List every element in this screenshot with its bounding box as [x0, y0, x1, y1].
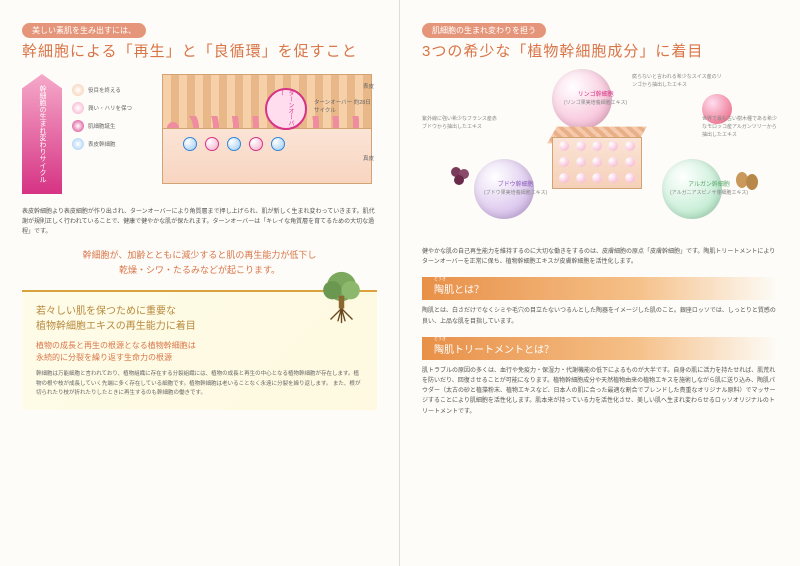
left-para1: 表皮幹細胞より表皮細胞が作り出され、ターンオーバーにより角質層まで押し上げられ、… [22, 207, 377, 238]
right-para1: 健やかな肌の自己再生能力を維持するのに大切な働きをするのは、皮膚細胞の原点「皮膚… [422, 247, 778, 267]
right-headline: 3つの希少な「植物幹細胞成分」に着目 [422, 41, 778, 62]
left-headline: 幹細胞による「再生」と「良循環」を促すこと [22, 41, 377, 62]
cycle-arrow: 幹細胞の生まれ変わりサイクル [22, 74, 62, 194]
grape-fruit-icon [446, 162, 476, 192]
box-body: 幹細胞は万能細胞と言われており、植物組織に存在する分裂組織には、植物の成長と再生… [36, 370, 363, 398]
tree-icon [314, 270, 369, 325]
argan-fruit-icon [732, 166, 762, 196]
section2-header: とうき 陶肌トリートメントとは？ [422, 337, 778, 360]
skin-cube [552, 129, 642, 197]
section1-header: とうき 陶肌とは？ [422, 277, 778, 300]
left-page: 美しい素肌を生み出すには、 幹細胞による「再生」と「良循環」を促すこと 幹細胞の… [0, 0, 400, 566]
diagram-legend: 役目を終える 潤い・ハリを保つ 肌細胞誕生 表皮幹細胞 [72, 84, 132, 150]
left-pill: 美しい素肌を生み出すには、 [22, 23, 146, 38]
right-page: 肌細胞の生まれ変わりを担う 3つの希少な「植物幹細胞成分」に着目 リンゴ幹細胞(… [400, 0, 800, 566]
section1-body: 陶肌とは、白さだけでなくシミや毛穴の目立たないつるんとした陶器をイメージした肌の… [422, 306, 778, 326]
box-subtitle: 植物の成長と再生の根源となる植物幹細胞は 永続的に分裂を繰り返す生命力の根源 [36, 340, 363, 364]
section2-body: 肌トラブルの原因の多くは、血行や免疫力・保湿力・代謝機能の低下によるものが大半で… [422, 366, 778, 417]
sphere-diagram: リンゴ幹細胞(リンゴ果実培養細胞エキス) 腐らないと言われる希少なスイス産のリン… [422, 74, 778, 239]
right-pill: 肌細胞の生まれ変わりを担う [422, 23, 546, 38]
plant-stemcell-box: 若々しい肌を保つために重要な 植物幹細胞エキスの再生能力に着目 植物の成長と再生… [22, 290, 377, 410]
skin-diagram: 幹細胞の生まれ変わりサイクル 役目を終える 潤い・ハリを保つ 肌細胞誕生 表皮幹… [22, 74, 377, 199]
turnover-label: ターンオーバー [265, 88, 307, 130]
